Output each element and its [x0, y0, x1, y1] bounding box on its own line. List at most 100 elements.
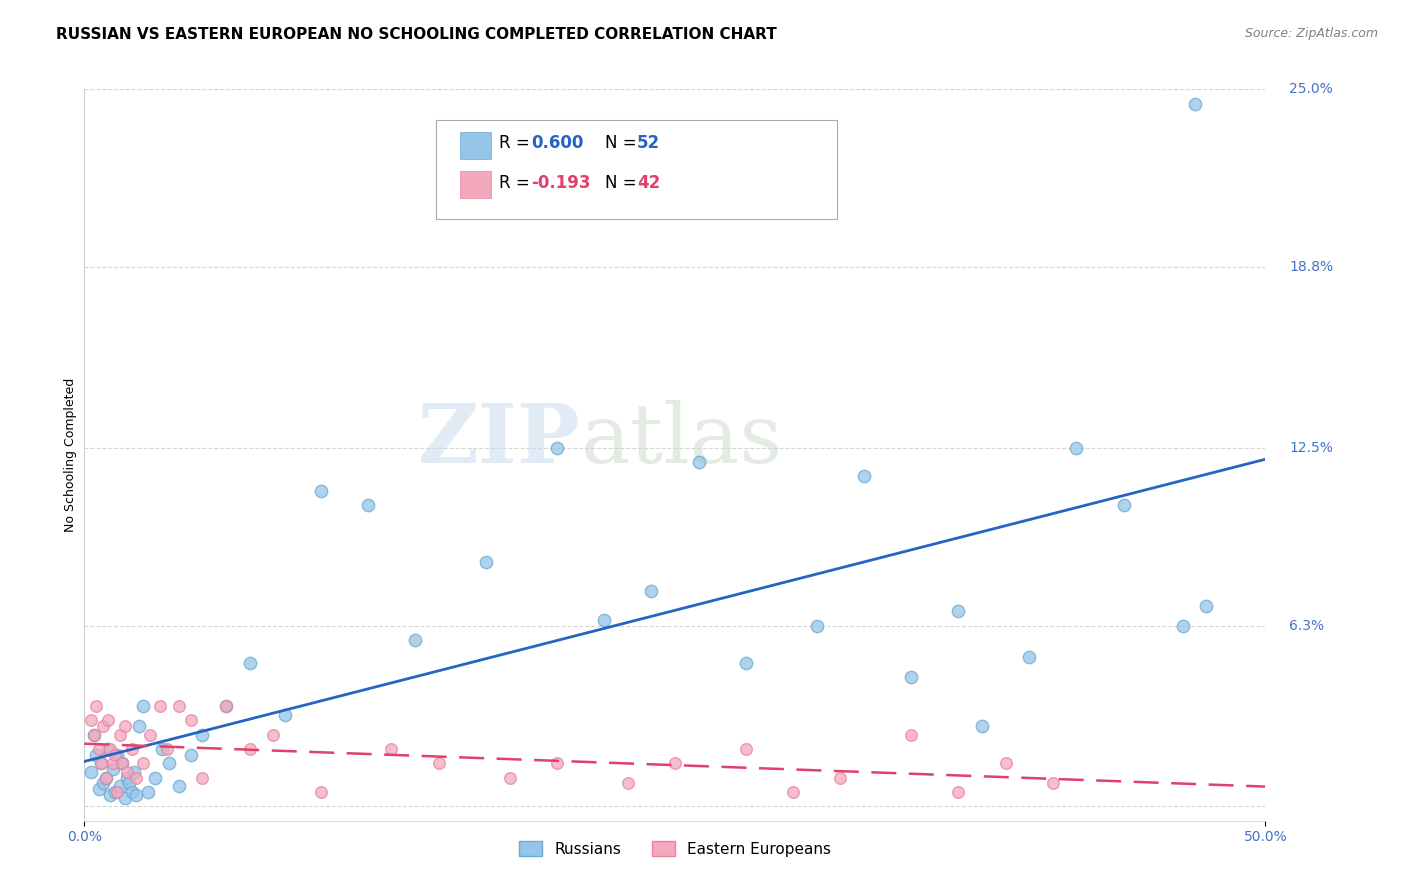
Point	[128, 719, 150, 733]
Point	[640, 584, 662, 599]
Point	[262, 728, 284, 742]
Point	[546, 756, 568, 771]
Point	[380, 742, 402, 756]
Point	[101, 762, 124, 776]
Point	[309, 483, 332, 498]
Text: Source: ZipAtlas.com: Source: ZipAtlas.com	[1244, 27, 1378, 40]
Point	[734, 742, 756, 756]
Text: N =: N =	[605, 134, 641, 152]
Point	[830, 771, 852, 785]
Point	[122, 764, 145, 779]
Point	[90, 756, 112, 771]
Point	[115, 771, 138, 785]
Point	[87, 742, 110, 756]
Point	[139, 728, 162, 742]
Point	[309, 785, 332, 799]
Point	[734, 656, 756, 670]
Point	[1042, 776, 1064, 790]
Point	[1195, 599, 1218, 613]
Point	[948, 604, 970, 618]
Text: 6.3%: 6.3%	[1289, 618, 1324, 632]
Point	[427, 756, 450, 771]
Point	[1171, 618, 1194, 632]
Point	[107, 785, 129, 799]
Point	[136, 785, 159, 799]
Point	[498, 771, 520, 785]
Point	[900, 670, 922, 684]
Point	[143, 771, 166, 785]
Point	[546, 441, 568, 455]
Text: RUSSIAN VS EASTERN EUROPEAN NO SCHOOLING COMPLETED CORRELATION CHART: RUSSIAN VS EASTERN EUROPEAN NO SCHOOLING…	[56, 27, 778, 42]
Text: -0.193: -0.193	[531, 174, 591, 192]
Point	[91, 719, 114, 733]
Point	[157, 756, 180, 771]
Point	[150, 742, 173, 756]
Point	[215, 698, 238, 713]
Y-axis label: No Schooling Completed: No Schooling Completed	[65, 378, 77, 532]
Text: 18.8%: 18.8%	[1289, 260, 1333, 274]
Point	[83, 728, 105, 742]
Point	[688, 455, 710, 469]
Point	[180, 747, 202, 762]
Point	[132, 698, 155, 713]
Point	[475, 556, 498, 570]
Point	[121, 742, 143, 756]
Point	[98, 788, 121, 802]
Point	[994, 756, 1017, 771]
Point	[97, 742, 120, 756]
Point	[664, 756, 686, 771]
Point	[132, 756, 155, 771]
Point	[948, 785, 970, 799]
Point	[90, 756, 112, 771]
Point	[167, 698, 190, 713]
Point	[104, 747, 127, 762]
Point	[108, 728, 131, 742]
Point	[156, 742, 179, 756]
Text: 52: 52	[637, 134, 659, 152]
Point	[852, 469, 875, 483]
Point	[782, 785, 804, 799]
Point	[114, 790, 136, 805]
Point	[1112, 498, 1135, 512]
Point	[83, 728, 105, 742]
Point	[91, 776, 114, 790]
Point	[900, 728, 922, 742]
Text: 0.600: 0.600	[531, 134, 583, 152]
Point	[84, 747, 107, 762]
Point	[149, 698, 172, 713]
Point	[80, 764, 103, 779]
Point	[94, 771, 117, 785]
Point	[239, 656, 262, 670]
Point	[125, 771, 148, 785]
Point	[84, 698, 107, 713]
Point	[101, 756, 124, 771]
Point	[1066, 441, 1088, 455]
Point	[191, 728, 214, 742]
Text: atlas: atlas	[581, 401, 783, 480]
Legend: Russians, Eastern Europeans: Russians, Eastern Europeans	[512, 833, 838, 864]
Text: ZIP: ZIP	[418, 401, 581, 480]
Point	[806, 618, 828, 632]
Point	[118, 776, 141, 790]
Point	[111, 756, 134, 771]
Point	[121, 785, 143, 799]
Text: R =: R =	[499, 174, 536, 192]
Point	[616, 776, 638, 790]
Point	[357, 498, 380, 512]
Text: 25.0%: 25.0%	[1289, 82, 1333, 96]
Point	[111, 756, 134, 771]
Point	[180, 713, 202, 727]
Point	[1018, 650, 1040, 665]
Point	[98, 742, 121, 756]
Text: N =: N =	[605, 174, 641, 192]
Point	[114, 719, 136, 733]
Point	[97, 713, 120, 727]
Text: 42: 42	[637, 174, 661, 192]
Point	[125, 788, 148, 802]
Point	[104, 785, 127, 799]
Point	[107, 747, 129, 762]
Point	[239, 742, 262, 756]
Point	[1184, 96, 1206, 111]
Point	[108, 779, 131, 793]
Point	[970, 719, 993, 733]
